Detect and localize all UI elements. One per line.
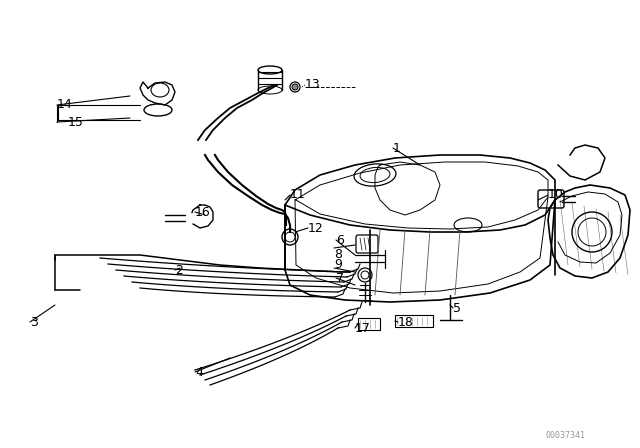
Text: 9: 9 <box>334 258 342 271</box>
Text: 11: 11 <box>290 189 306 202</box>
Ellipse shape <box>285 232 295 242</box>
Text: 5: 5 <box>453 302 461 314</box>
Ellipse shape <box>358 268 372 282</box>
Text: 00037341: 00037341 <box>545 431 585 439</box>
Bar <box>358 318 380 330</box>
Ellipse shape <box>151 83 169 97</box>
Text: 10: 10 <box>548 189 564 202</box>
FancyBboxPatch shape <box>538 190 564 208</box>
Ellipse shape <box>360 168 390 183</box>
Text: 18: 18 <box>398 315 414 328</box>
Text: 12: 12 <box>308 221 324 234</box>
Ellipse shape <box>144 104 172 116</box>
Text: 1: 1 <box>393 142 401 155</box>
Text: 3: 3 <box>30 315 38 328</box>
Text: 8: 8 <box>334 249 342 262</box>
Text: 4: 4 <box>195 366 203 379</box>
Ellipse shape <box>282 229 298 245</box>
Text: 17: 17 <box>355 322 371 335</box>
Ellipse shape <box>292 84 298 90</box>
Ellipse shape <box>354 164 396 186</box>
Ellipse shape <box>258 66 282 74</box>
Text: 15: 15 <box>68 116 84 129</box>
Ellipse shape <box>572 212 612 252</box>
Ellipse shape <box>361 271 369 279</box>
Ellipse shape <box>258 86 282 94</box>
Bar <box>395 315 433 327</box>
Text: 13: 13 <box>305 78 321 91</box>
Text: 6: 6 <box>336 233 344 246</box>
Text: 2: 2 <box>175 263 183 276</box>
Text: 16: 16 <box>195 206 211 219</box>
Text: 14: 14 <box>57 99 73 112</box>
FancyBboxPatch shape <box>356 235 378 253</box>
Ellipse shape <box>454 218 482 232</box>
Text: 7: 7 <box>336 271 344 284</box>
Ellipse shape <box>290 82 300 92</box>
Ellipse shape <box>578 218 606 246</box>
